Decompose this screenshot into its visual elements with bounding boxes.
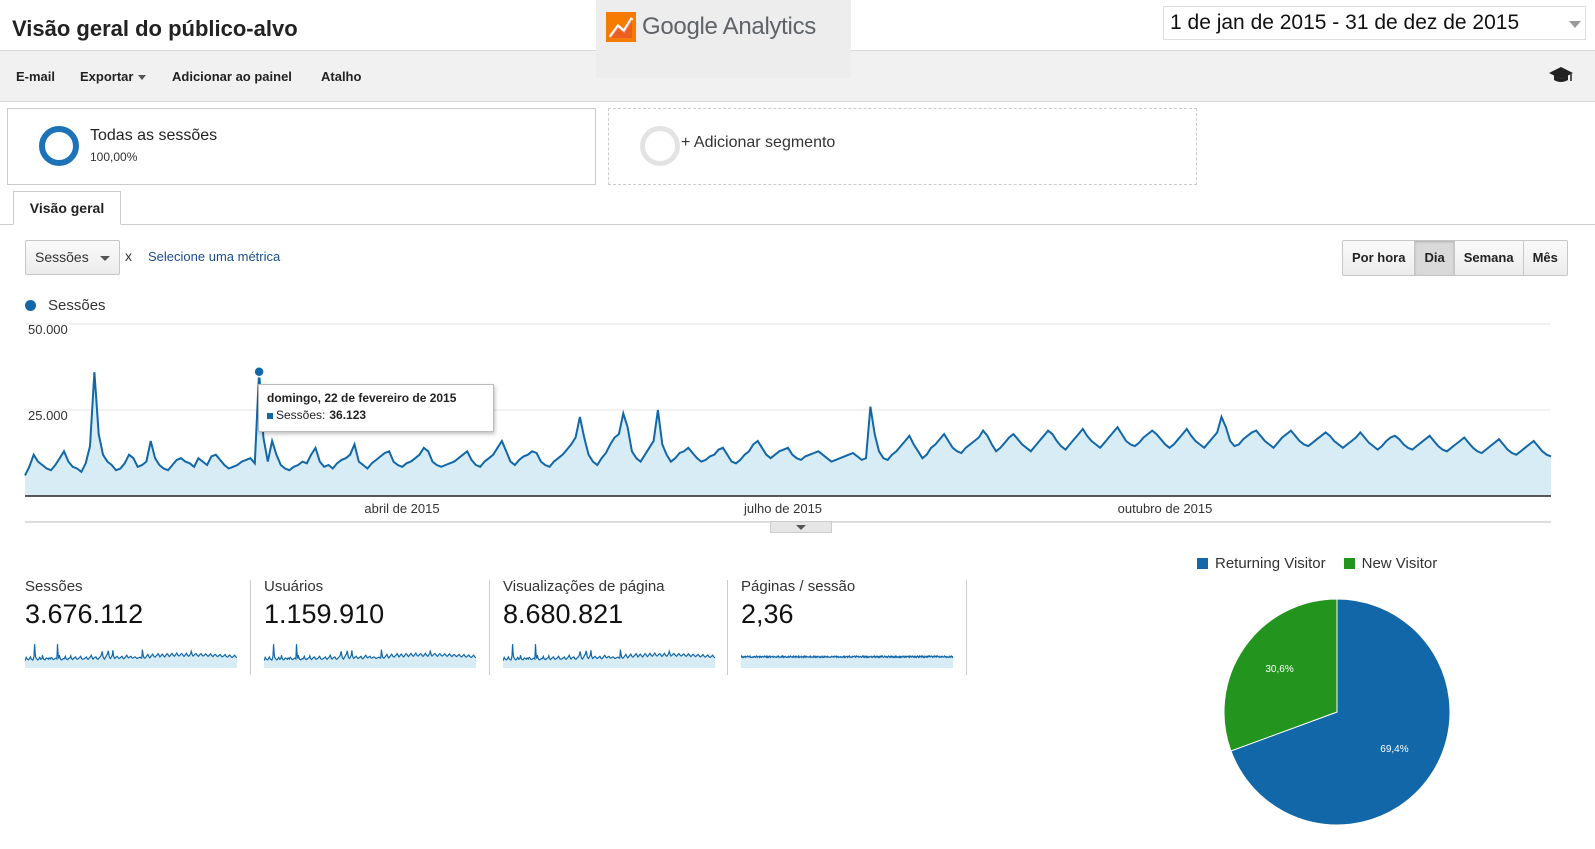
sparkline-area (25, 644, 237, 668)
date-range-text: 1 de jan de 2015 - 31 de dez de 2015 (1170, 11, 1520, 34)
chart-collapse-handle[interactable] (770, 521, 832, 533)
legend-label: New Visitor (1361, 555, 1438, 572)
x-tick-label: outubro de 2015 (1118, 501, 1213, 516)
pie-slice-label: 30,6% (1265, 664, 1293, 675)
metric-select[interactable]: Sessões (25, 240, 120, 275)
segment-name: Todas as sessões (90, 127, 218, 144)
export-label: Exportar (80, 69, 134, 84)
tab-overview[interactable]: Visão geral (13, 191, 121, 225)
legend-dot (25, 300, 36, 311)
select-metric-link[interactable]: Selecione uma métrica (148, 249, 281, 264)
series-swatch (267, 412, 273, 419)
sessions-line-chart[interactable]: 50.000 25.000 abril de 2015 julho de 201… (0, 318, 1595, 538)
granularity-month-button[interactable]: Mês (1523, 241, 1567, 275)
page-title: Visão geral do público-alvo (12, 16, 298, 41)
tooltip-series: Sessões: (276, 408, 326, 422)
pie-slice-returning[interactable] (1230, 598, 1451, 826)
add-segment-label: + Adicionar segmento (681, 134, 836, 151)
legend-item-returning[interactable]: Returning Visitor (1197, 555, 1326, 572)
segment-ring-icon (39, 126, 79, 166)
sparkline-line (741, 654, 953, 659)
y-tick-label: 50.000 (28, 322, 68, 337)
pie-slice-label: 69,4% (1380, 744, 1408, 755)
scorecard-users[interactable]: Usuários 1.159.910 (264, 578, 502, 674)
sparkline-area (741, 656, 953, 668)
tooltip-line: Sessões: 36.123 (267, 408, 485, 422)
add-to-dashboard-button[interactable]: Adicionar ao painel (172, 69, 292, 84)
chevron-down-icon[interactable] (1569, 21, 1581, 28)
granularity-day-button[interactable]: Dia (1415, 241, 1455, 275)
scorecard-label: Usuários (264, 578, 324, 595)
legend-swatch (1343, 558, 1355, 569)
series-line (24, 371, 1552, 476)
remove-metric-button[interactable]: x (125, 248, 132, 264)
scorecard-value: 3.676.112 (25, 599, 144, 629)
x-tick-label: abril de 2015 (364, 501, 439, 516)
sparkline (741, 654, 953, 668)
scorecard-label: Páginas / sessão (741, 578, 856, 595)
visitor-type-pie-chart[interactable]: 69,4% 30,6% (1222, 597, 1452, 827)
sparkline-area (264, 644, 476, 668)
hover-point (253, 365, 265, 378)
add-segment-button[interactable]: + Adicionar segmento (608, 108, 1197, 185)
scorecard-value: 1.159.910 (264, 599, 385, 629)
scorecard-sessions[interactable]: Sessões 3.676.112 (25, 578, 263, 674)
scorecard-pageviews[interactable]: Visualizações de página 8.680.821 (503, 578, 741, 674)
sparkline (25, 644, 237, 668)
granularity-week-button[interactable]: Semana (1454, 241, 1524, 275)
sparkline-line (264, 644, 476, 662)
scorecard-divider (966, 580, 967, 675)
sparkline-area (503, 644, 715, 668)
x-tick-label: julho de 2015 (743, 501, 822, 516)
tooltip-title: domingo, 22 de fevereiro de 2015 (267, 391, 457, 405)
scorecard-label: Sessões (25, 578, 83, 595)
legend-item-new[interactable]: New Visitor (1343, 555, 1438, 572)
sparkline-line (25, 644, 237, 662)
chevron-down-icon (138, 75, 147, 81)
metric-select-value: Sessões (35, 249, 89, 265)
tooltip-value: 36.123 (329, 408, 367, 422)
google-analytics-logo: Google Analytics (596, 0, 851, 78)
scorecard-value: 2,36 (741, 599, 794, 629)
pie-slice-new[interactable] (1223, 598, 1338, 752)
sparkline (264, 644, 476, 668)
email-button[interactable]: E-mail (16, 69, 56, 84)
pie-legend: Returning Visitor New Visitor (1197, 555, 1437, 572)
segment-percent: 100,00% (90, 150, 138, 164)
chart-legend-label[interactable]: Sessões (48, 297, 106, 314)
legend-swatch (1197, 558, 1208, 569)
segment-all-sessions[interactable]: Todas as sessões 100,00% (7, 108, 596, 185)
legend-label: Returning Visitor (1215, 555, 1326, 572)
analytics-logo-icon (606, 12, 636, 42)
scorecard-pages-per-session[interactable]: Páginas / sessão 2,36 (741, 578, 979, 674)
tabs-divider (0, 224, 1595, 225)
scorecard-label: Visualizações de página (503, 578, 665, 595)
granularity-selector: Por hora Dia Semana Mês (1342, 240, 1568, 276)
sparkline-line (503, 644, 715, 662)
chevron-down-icon (100, 256, 110, 261)
segment-ring-icon (640, 126, 680, 166)
date-range-selector[interactable]: 1 de jan de 2015 - 31 de dez de 2015 (1163, 6, 1586, 40)
scorecard-divider (489, 580, 490, 675)
series-area (25, 371, 1551, 496)
scorecard-divider (727, 580, 728, 675)
y-tick-label: 25.000 (28, 408, 68, 423)
graduation-cap-icon[interactable] (1548, 65, 1574, 85)
granularity-hourly-button[interactable]: Por hora (1343, 241, 1416, 275)
sparkline (503, 644, 715, 668)
shortcut-button[interactable]: Atalho (321, 69, 362, 84)
scorecard-divider (250, 580, 251, 675)
chart-tooltip: domingo, 22 de fevereiro de 2015 Sessões… (258, 384, 494, 432)
export-button[interactable]: Exportar (80, 69, 147, 84)
logo-text: Google Analytics (642, 13, 816, 40)
scorecard-value: 8.680.821 (503, 599, 624, 629)
